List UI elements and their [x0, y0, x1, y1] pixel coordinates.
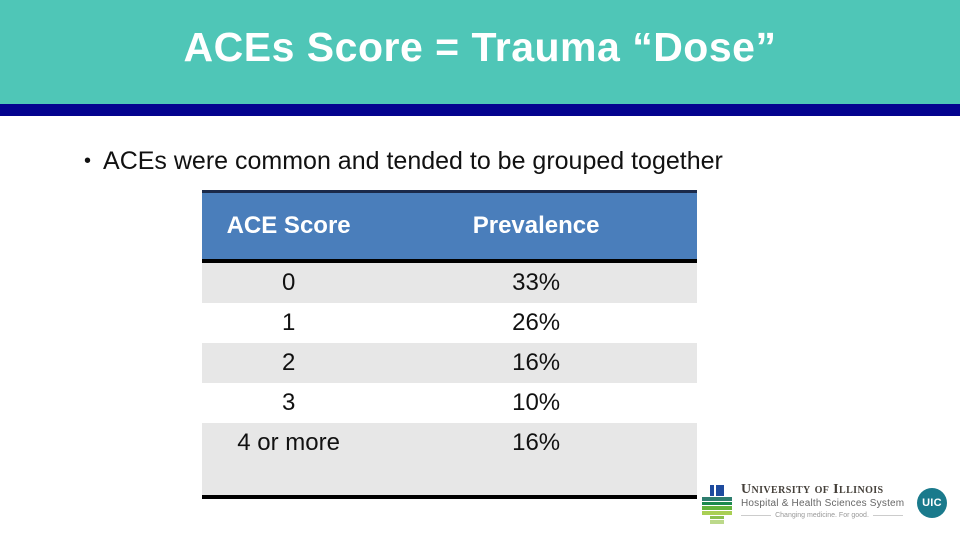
health-system-cross-icon: [702, 485, 732, 525]
divider-stripe: [0, 104, 960, 116]
cell-score: 3: [281, 389, 296, 416]
uic-badge: UIC: [917, 488, 947, 518]
cross-il-monogram: [710, 485, 724, 496]
table-row: 2 16%: [202, 343, 697, 383]
title-band: ACEs Score = Trauma “Dose”: [0, 0, 960, 104]
table-row: 1 26%: [202, 303, 697, 343]
org-text-block: University of Illinois Hospital & Health…: [741, 482, 905, 519]
table-header-row: ACE Score Prevalence: [202, 193, 697, 263]
org-tagline-row: Changing medicine. For good.: [741, 512, 903, 519]
org-tagline: Changing medicine. For good.: [775, 512, 869, 519]
org-name: University of Illinois: [741, 482, 884, 497]
bullet-line: • ACEs were common and tended to be grou…: [84, 146, 723, 176]
cell-prevalence: 33%: [512, 269, 561, 296]
cell-prevalence: 16%: [512, 429, 561, 456]
cell-prevalence: 26%: [512, 309, 561, 336]
org-subtitle: Hospital & Health Sciences System: [741, 498, 905, 509]
bullet-marker: •: [84, 150, 92, 172]
table-row: 3 10%: [202, 383, 697, 423]
bullet-text: ACEs were common and tended to be groupe…: [103, 147, 723, 175]
table-header-ace-score: ACE Score: [226, 212, 351, 239]
cell-score: 0: [281, 269, 296, 296]
cell-score: 4 or more: [237, 429, 340, 456]
cell-score: 2: [281, 349, 296, 376]
cell-prevalence: 16%: [512, 349, 561, 376]
slide-title: ACEs Score = Trauma “Dose”: [183, 24, 777, 70]
ace-prevalence-table: ACE Score Prevalence 0 33% 1 26% 2 16% 3…: [202, 190, 697, 499]
cell-prevalence: 10%: [512, 389, 561, 416]
table-row: 0 33%: [202, 263, 697, 303]
cell-score: 1: [281, 309, 296, 336]
footer-logos: University of Illinois Hospital & Health…: [702, 483, 947, 525]
table-row: 4 or more 16%: [202, 423, 697, 495]
table-header-prevalence: Prevalence: [472, 212, 600, 239]
